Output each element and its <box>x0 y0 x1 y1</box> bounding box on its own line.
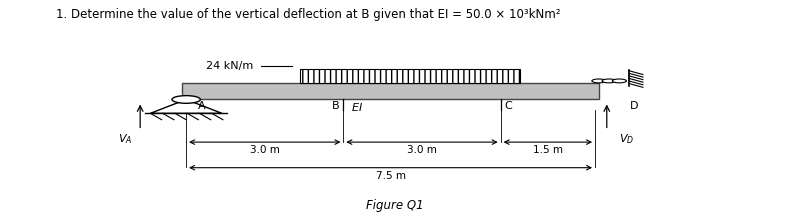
Polygon shape <box>151 100 222 113</box>
Bar <box>182 83 599 100</box>
Circle shape <box>612 79 626 83</box>
Text: A: A <box>198 100 206 111</box>
Text: D: D <box>630 100 639 111</box>
Bar <box>300 68 520 83</box>
Text: 3.0 m: 3.0 m <box>250 145 280 155</box>
Circle shape <box>602 79 616 83</box>
Text: $V_A$: $V_A$ <box>118 133 133 146</box>
Text: B: B <box>332 100 339 111</box>
Text: Figure Q1: Figure Q1 <box>365 200 424 213</box>
Text: 7.5 m: 7.5 m <box>376 171 406 181</box>
Text: $EI$: $EI$ <box>351 100 363 113</box>
Circle shape <box>172 96 200 103</box>
Text: $V_D$: $V_D$ <box>619 133 634 146</box>
Text: C: C <box>505 100 512 111</box>
Text: 1. Determine the value of the vertical deflection at B given that EI = 50.0 × 10: 1. Determine the value of the vertical d… <box>57 8 561 21</box>
Text: 3.0 m: 3.0 m <box>407 145 437 155</box>
Text: 1.5 m: 1.5 m <box>533 145 563 155</box>
Circle shape <box>592 79 606 83</box>
Text: 24 kN/m: 24 kN/m <box>206 61 253 71</box>
